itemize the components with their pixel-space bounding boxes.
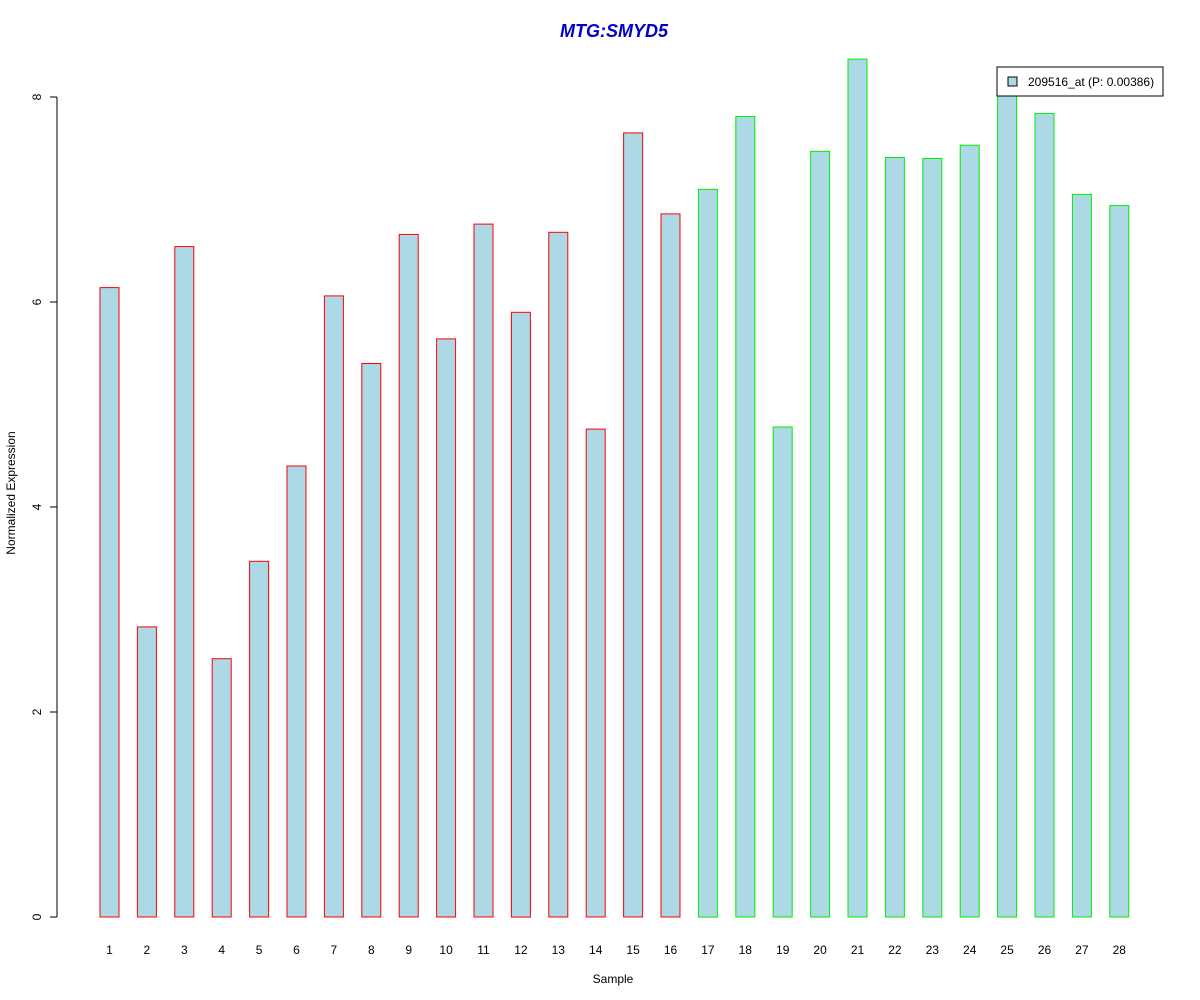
bar-sample-13 bbox=[548, 231, 569, 918]
x-tick-label-24: 24 bbox=[963, 943, 977, 957]
x-tick-label-12: 12 bbox=[514, 943, 528, 957]
y-tick-label-4: 4 bbox=[30, 503, 44, 510]
x-tick-label-28: 28 bbox=[1113, 943, 1127, 957]
x-tick-label-21: 21 bbox=[851, 943, 865, 957]
chart-title: MTG:SMYD5 bbox=[560, 21, 669, 41]
y-tick-label-6: 6 bbox=[30, 298, 44, 305]
x-tick-label-20: 20 bbox=[813, 943, 827, 957]
legend-box bbox=[996, 66, 1164, 97]
x-tick-label-25: 25 bbox=[1000, 943, 1014, 957]
x-tick-label-15: 15 bbox=[626, 943, 640, 957]
x-tick-label-9: 9 bbox=[405, 943, 412, 957]
bar-sample-17 bbox=[697, 188, 718, 918]
bar-sample-18 bbox=[735, 116, 756, 918]
bars-group bbox=[99, 58, 1130, 918]
bar-sample-8 bbox=[361, 363, 382, 918]
x-tick-label-11: 11 bbox=[477, 943, 490, 957]
x-tick-label-8: 8 bbox=[368, 943, 375, 957]
bar-sample-20 bbox=[810, 150, 831, 918]
x-tick-label-5: 5 bbox=[256, 943, 263, 957]
y-tick-label-0: 0 bbox=[30, 913, 44, 920]
bar-sample-26 bbox=[1034, 112, 1055, 918]
x-tick-label-2: 2 bbox=[144, 943, 151, 957]
bar-sample-28 bbox=[1109, 205, 1130, 918]
bar-sample-15 bbox=[623, 132, 644, 918]
bar-sample-6 bbox=[286, 465, 307, 918]
bar-sample-10 bbox=[436, 338, 457, 918]
bar-sample-19 bbox=[772, 426, 793, 918]
bar-sample-9 bbox=[398, 233, 419, 918]
bar-sample-5 bbox=[249, 560, 270, 918]
x-tick-label-26: 26 bbox=[1038, 943, 1052, 957]
bar-sample-7 bbox=[323, 295, 344, 918]
x-tick-label-22: 22 bbox=[888, 943, 902, 957]
x-tick-label-3: 3 bbox=[181, 943, 188, 957]
bar-sample-24 bbox=[959, 144, 980, 918]
bar-sample-23 bbox=[922, 158, 943, 918]
bar-sample-21 bbox=[847, 58, 868, 918]
bar-sample-2 bbox=[136, 626, 157, 918]
x-tick-label-1: 1 bbox=[106, 943, 113, 957]
bar-sample-3 bbox=[174, 246, 195, 918]
x-tick-label-4: 4 bbox=[218, 943, 225, 957]
bar-sample-16 bbox=[660, 213, 681, 918]
x-tick-label-17: 17 bbox=[701, 943, 715, 957]
x-tick-label-14: 14 bbox=[589, 943, 603, 957]
bar-sample-4 bbox=[211, 658, 232, 918]
bar-sample-11 bbox=[473, 223, 494, 918]
x-tick-label-16: 16 bbox=[664, 943, 678, 957]
y-axis-label: Normalized Expression bbox=[4, 431, 18, 554]
x-tick-label-7: 7 bbox=[331, 943, 338, 957]
bar-sample-12 bbox=[510, 311, 531, 918]
bar-sample-25 bbox=[997, 88, 1018, 918]
y-tick-label-8: 8 bbox=[30, 93, 44, 100]
x-tick-label-13: 13 bbox=[552, 943, 566, 957]
legend-label: 209516_at (P: 0.00386) bbox=[1028, 75, 1154, 89]
x-tick-label-10: 10 bbox=[439, 943, 453, 957]
x-axis: 1 2 3 4 5 6 7 8 9 10 11 12 13 14 15 16 17 18 19 20 21 22 23 24 2… bbox=[106, 943, 1126, 957]
bar-sample-22 bbox=[884, 157, 905, 918]
x-tick-label-18: 18 bbox=[739, 943, 753, 957]
y-axis: 0 2 4 6 8 bbox=[30, 93, 58, 920]
bar-sample-1 bbox=[99, 287, 120, 918]
bar-sample-27 bbox=[1071, 193, 1092, 918]
y-tick-label-2: 2 bbox=[30, 708, 44, 715]
x-tick-label-23: 23 bbox=[926, 943, 940, 957]
bar-sample-14 bbox=[585, 428, 606, 918]
legend: 209516_at (P: 0.00386) bbox=[996, 66, 1164, 97]
x-tick-label-27: 27 bbox=[1075, 943, 1089, 957]
legend-swatch bbox=[1007, 76, 1018, 87]
x-tick-label-6: 6 bbox=[293, 943, 300, 957]
x-tick-label-19: 19 bbox=[776, 943, 790, 957]
x-axis-label: Sample bbox=[593, 972, 634, 986]
